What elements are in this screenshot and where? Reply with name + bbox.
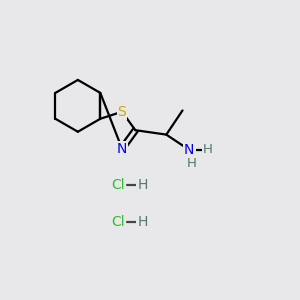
Text: Cl: Cl (111, 178, 124, 192)
Text: H: H (137, 178, 148, 192)
Text: H: H (187, 157, 196, 170)
Text: N: N (184, 143, 194, 157)
Text: N: N (117, 142, 127, 156)
Text: Cl: Cl (111, 215, 124, 229)
Text: S: S (118, 105, 126, 119)
Text: H: H (137, 215, 148, 229)
Text: H: H (203, 143, 213, 156)
